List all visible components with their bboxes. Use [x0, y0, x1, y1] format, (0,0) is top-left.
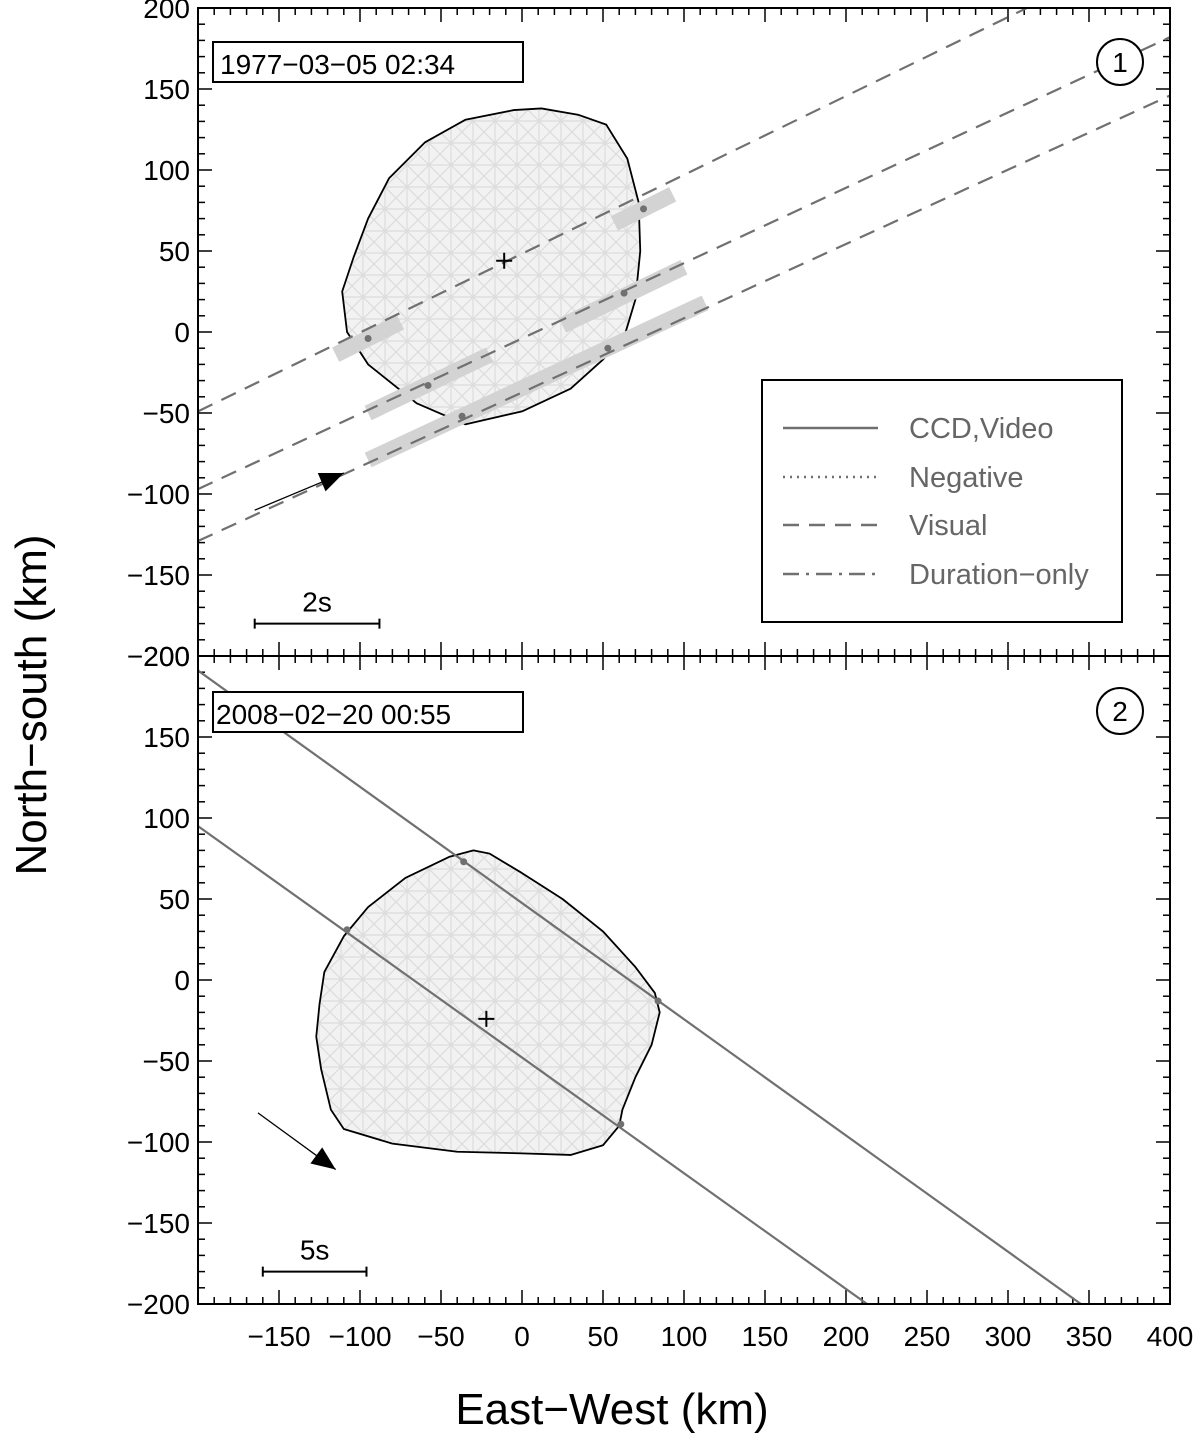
y-tick-label: −50 — [143, 1046, 191, 1077]
chord-timing-point — [654, 997, 662, 1005]
date-label-2008: 2008−02−20 00:55 — [216, 699, 451, 730]
x-tick-label: 100 — [661, 1321, 708, 1352]
x-tick-label: 350 — [1066, 1321, 1113, 1352]
y-tick-label: 200 — [143, 641, 190, 672]
legend-label-duration-only: Duration−only — [909, 559, 1089, 591]
chord-timing-point — [640, 205, 647, 213]
x-tick-label: 400 — [1147, 1321, 1194, 1352]
panel-2008-ticks: 200 150 100 50 0 −50 −100 −150 −200 −150 −100 −50 0 5… — [127, 641, 1193, 1352]
time-scale-label: 2s — [302, 587, 332, 618]
x-tick-label: −50 — [417, 1321, 465, 1352]
chord-timing-point — [620, 289, 628, 297]
y-tick-label: −50 — [143, 398, 191, 429]
x-tick-label: 250 — [904, 1321, 951, 1352]
time-scale-label: 5s — [300, 1235, 330, 1266]
chord-timing-point — [617, 1120, 625, 1128]
panel-1977-asteroid-shape — [341, 107, 642, 426]
center-cross — [496, 252, 513, 269]
x-tick-label: 200 — [823, 1321, 870, 1352]
chord-timing-point — [458, 412, 466, 420]
y-tick-label: 150 — [143, 74, 190, 105]
asteroid-shape-mesh — [316, 850, 660, 1155]
chord-line-solid — [198, 825, 868, 1304]
panel-2008-frame — [197, 655, 1171, 1305]
time-scale-bar — [261, 1266, 368, 1277]
panel-2008: 200 150 100 50 0 −50 −100 −150 −200 −150 −100 −50 0 5… — [127, 641, 1193, 1352]
chord-timing-point — [424, 381, 432, 389]
date-label-1977: 1977−03−05 02:34 — [220, 49, 455, 80]
x-axis-title: East−West (km) — [455, 1385, 768, 1434]
chord-line-dashed — [198, 36, 1170, 491]
y-tick-label: 0 — [174, 317, 190, 348]
x-tick-label: 50 — [587, 1321, 618, 1352]
chord-timing-point — [460, 858, 468, 866]
y-tick-label: −150 — [127, 1208, 190, 1239]
y-tick-label: 200 — [143, 0, 190, 24]
y-tick-label: −100 — [127, 479, 190, 510]
panel-2008-chords — [198, 669, 1082, 1304]
direction-arrow-head — [317, 472, 344, 492]
y-tick-label: 100 — [143, 155, 190, 186]
x-tick-label: 0 — [514, 1321, 530, 1352]
x-tick-label: 150 — [742, 1321, 789, 1352]
date-box-1977 — [212, 41, 524, 83]
asteroid-shape-mesh — [342, 108, 641, 425]
date-box-2008 — [212, 691, 524, 733]
y-axis-title: North−south (km) — [7, 534, 56, 875]
y-tick-label: 150 — [143, 722, 190, 753]
chord-line-dashed — [198, 94, 1170, 542]
chord-timing-point — [364, 334, 372, 342]
y-tick-label: 0 — [174, 965, 190, 996]
x-tick-label: −150 — [247, 1321, 310, 1352]
y-tick-label: 100 — [143, 803, 190, 834]
asteroid-shape-outline — [315, 849, 661, 1156]
legend-box — [761, 379, 1123, 623]
panel-1977-ticks: 200 150 100 50 0 −50 −100 −150 −200 — [127, 0, 1171, 672]
time-scale-bar — [253, 618, 381, 629]
x-tick-label: 300 — [985, 1321, 1032, 1352]
y-tick-label: −200 — [127, 1289, 190, 1320]
x-tick-label: −100 — [328, 1321, 391, 1352]
panel-number-circle-2 — [1096, 687, 1144, 735]
panel-2008-extras: 5s — [257, 1010, 495, 1277]
legend-label-ccd-video: CCD,Video — [909, 413, 1054, 445]
y-tick-label: −200 — [127, 641, 190, 672]
legend-label-negative: Negative — [909, 462, 1023, 494]
panel-number-circle-1 — [1096, 38, 1144, 86]
panel-1977-extras: 2s — [253, 252, 513, 629]
y-tick-label: −100 — [127, 1127, 190, 1158]
y-tick-label: −150 — [127, 560, 190, 591]
panel-2008-asteroid-shape — [315, 849, 661, 1156]
panel-number-2: 2 — [1112, 696, 1128, 727]
chord-timing-point — [343, 926, 351, 934]
chord-line-solid — [198, 669, 1082, 1304]
legend: CCD,Video Negative Visual Duration−only — [761, 379, 1123, 623]
chord-uncertainty-bar — [364, 295, 709, 468]
chord-timing-point — [604, 344, 612, 352]
y-tick-label: 50 — [159, 236, 190, 267]
panel-1977-chords — [198, 8, 1170, 542]
y-tick-label: 50 — [159, 884, 190, 915]
direction-arrow-head — [310, 1147, 336, 1170]
panel-1977: 200 150 100 50 0 −50 −100 −150 −200 2s 1977−03−0… — [127, 0, 1171, 672]
panel-number-1: 1 — [1112, 47, 1128, 78]
center-cross — [478, 1010, 495, 1027]
legend-label-visual: Visual — [909, 510, 987, 542]
